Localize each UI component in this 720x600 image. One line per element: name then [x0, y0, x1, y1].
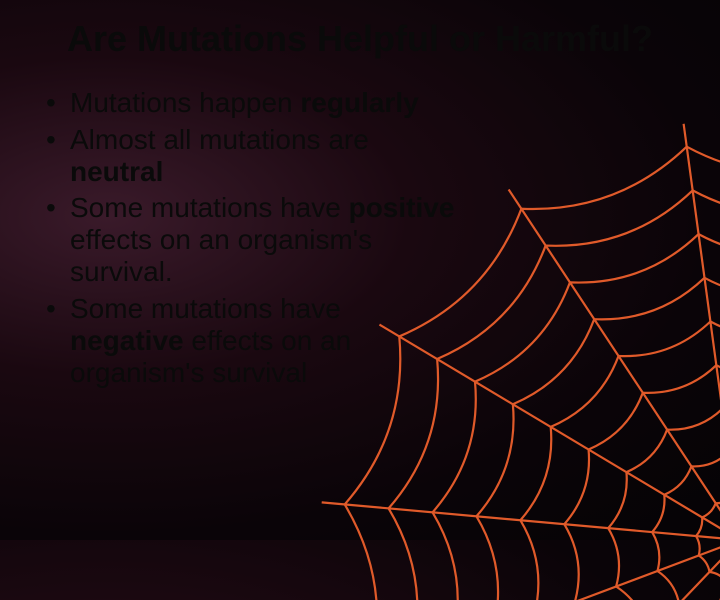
bullet-text-bold: regularly	[300, 87, 418, 118]
bullet-text-pre: Some mutations have	[70, 192, 349, 223]
list-item: Almost all mutations are neutral	[40, 124, 460, 188]
bullet-text-pre: Mutations happen	[70, 87, 300, 118]
bullet-text-pre: Almost all mutations are	[70, 124, 369, 155]
bullet-text-post: effects on an organism's survival.	[70, 224, 372, 287]
list-item: Mutations happen regularly	[40, 87, 460, 119]
bullet-text-pre: Some mutations have	[70, 293, 341, 324]
list-item: Some mutations have positive effects on …	[40, 192, 460, 289]
slide-container: Are Mutations Helpful or Harmful? Mutati…	[0, 0, 720, 540]
list-item: Some mutations have negative effects on …	[40, 293, 460, 390]
bullet-text-bold: negative	[70, 325, 184, 356]
bullet-text-bold: positive	[349, 192, 455, 223]
slide-title: Are Mutations Helpful or Harmful?	[40, 18, 680, 59]
bullet-list: Mutations happen regularly Almost all mu…	[40, 87, 460, 389]
bullet-text-bold: neutral	[70, 156, 163, 187]
